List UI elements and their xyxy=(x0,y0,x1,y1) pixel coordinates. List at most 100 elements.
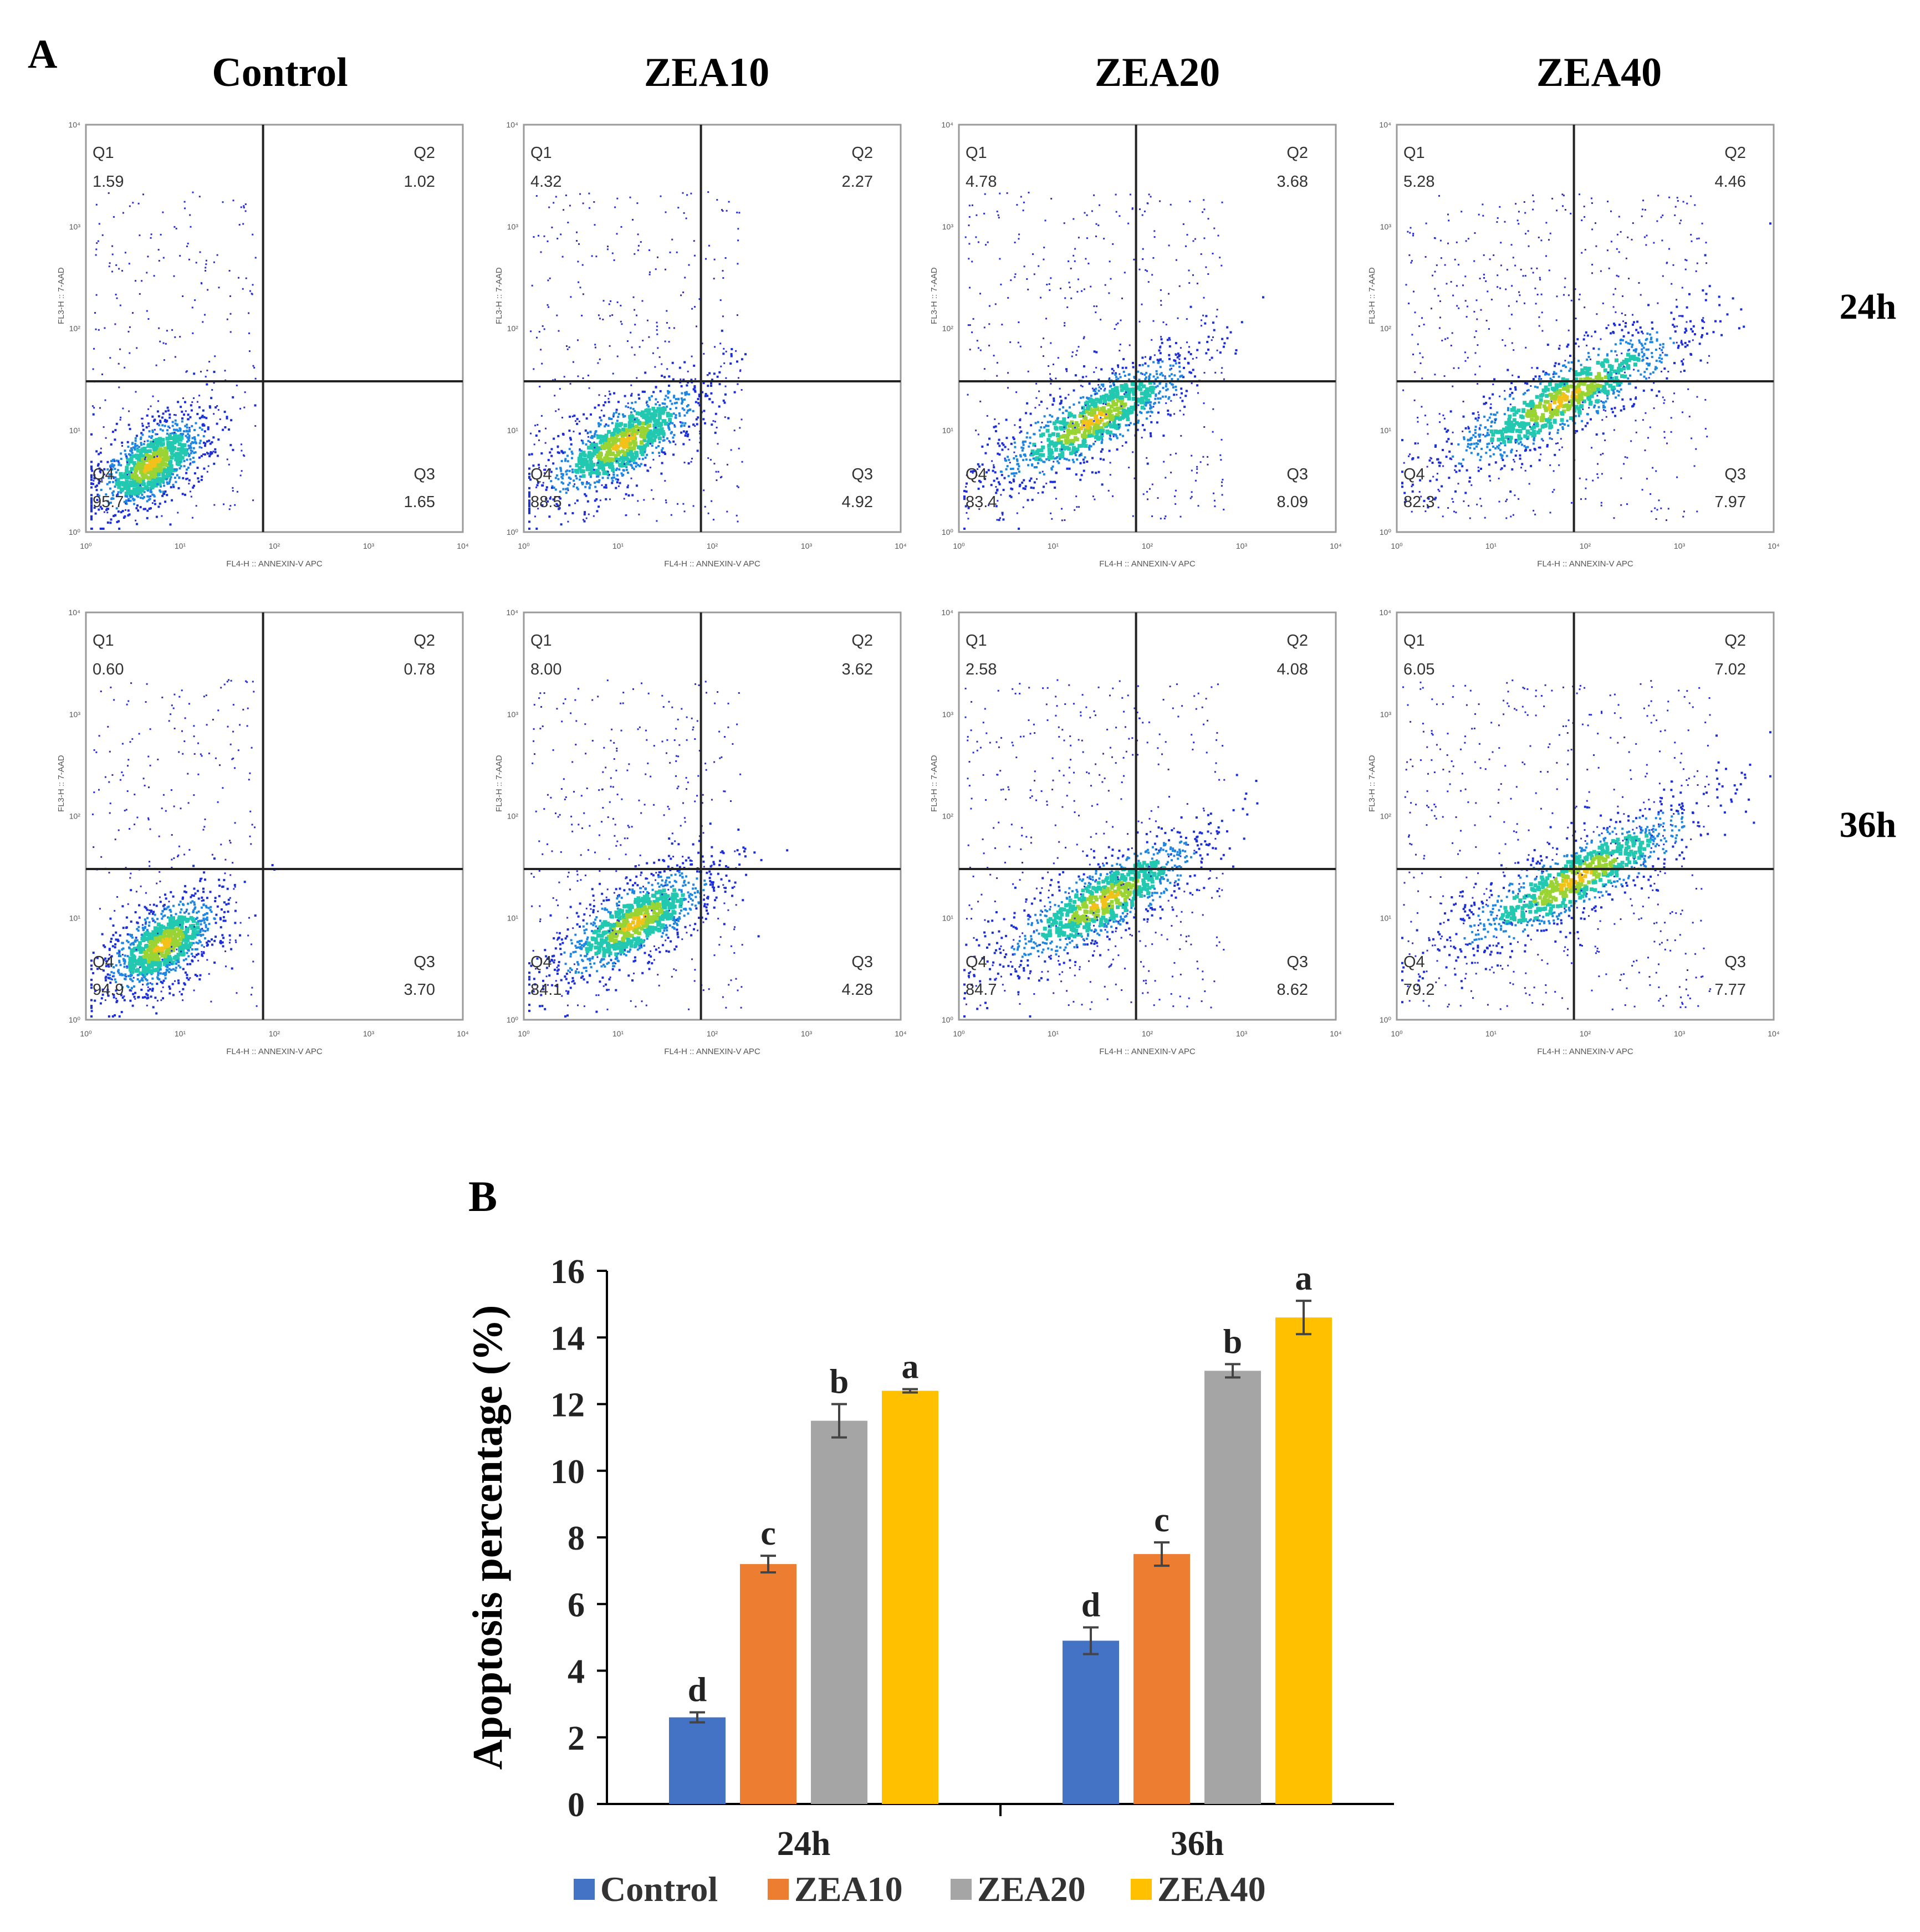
event-dot xyxy=(1059,402,1061,405)
event-dot xyxy=(635,465,637,468)
event-dot xyxy=(623,498,625,500)
event-dot xyxy=(1155,386,1157,389)
event-dot xyxy=(739,370,741,372)
event-dot xyxy=(1622,320,1625,323)
event-dot xyxy=(1065,421,1069,426)
event-dot xyxy=(1099,395,1104,400)
event-dot xyxy=(1001,448,1004,451)
event-dot xyxy=(214,448,217,451)
event-dot xyxy=(604,425,606,428)
event-dot xyxy=(653,435,658,439)
event-dot xyxy=(1462,458,1465,461)
event-dot xyxy=(1069,431,1074,435)
event-dot xyxy=(578,420,580,422)
event-dot xyxy=(543,328,545,330)
event-dot xyxy=(1140,391,1144,396)
event-dot xyxy=(110,502,112,504)
event-dot xyxy=(134,489,138,494)
event-dot xyxy=(1164,375,1166,377)
event-dot xyxy=(1684,328,1687,330)
event-dot xyxy=(584,511,586,514)
event-dot xyxy=(1128,378,1131,381)
event-dot xyxy=(1038,390,1040,392)
event-dot xyxy=(1112,382,1115,385)
event-dot xyxy=(976,340,978,342)
event-dot xyxy=(599,416,601,419)
event-dot xyxy=(1223,508,1225,510)
event-dot xyxy=(108,265,110,268)
event-dot xyxy=(1402,389,1405,391)
event-dot xyxy=(1499,430,1503,433)
event-dot xyxy=(202,441,205,444)
event-dot xyxy=(108,473,111,476)
event-dot xyxy=(1226,326,1229,329)
event-dot xyxy=(1640,343,1643,345)
event-dot xyxy=(1147,281,1150,283)
event-dot xyxy=(1442,449,1444,451)
event-dot xyxy=(1097,224,1100,227)
event-dot xyxy=(535,195,538,197)
event-dot xyxy=(1189,497,1192,499)
event-dot xyxy=(111,245,114,247)
event-dot xyxy=(1509,490,1512,493)
event-dot xyxy=(151,477,155,481)
event-dot xyxy=(161,429,164,432)
event-dot xyxy=(177,462,181,467)
event-dot xyxy=(121,441,124,444)
event-dot xyxy=(1081,424,1085,428)
event-dot xyxy=(201,428,203,431)
event-dot xyxy=(1150,406,1153,409)
event-dot xyxy=(1662,351,1664,354)
event-dot xyxy=(120,487,125,492)
event-dot xyxy=(151,415,154,418)
event-dot xyxy=(199,439,202,442)
event-dot xyxy=(1559,403,1563,408)
event-dot xyxy=(109,262,111,264)
event-dot xyxy=(1720,334,1723,336)
event-dot xyxy=(736,211,738,213)
event-dot xyxy=(1574,405,1579,409)
event-dot xyxy=(1092,443,1095,446)
event-dot xyxy=(1079,412,1083,416)
event-dot xyxy=(1173,413,1176,415)
event-dot xyxy=(153,275,155,277)
event-dot xyxy=(1519,454,1521,457)
event-dot xyxy=(1171,367,1172,370)
event-dot xyxy=(164,452,168,456)
event-dot xyxy=(1107,489,1110,492)
event-dot xyxy=(1633,403,1636,406)
event-dot xyxy=(1647,348,1650,351)
event-dot xyxy=(127,330,130,333)
event-dot xyxy=(616,197,619,200)
event-dot xyxy=(1165,389,1168,391)
event-dot xyxy=(1099,204,1101,206)
event-dot xyxy=(1553,420,1557,424)
event-dot xyxy=(528,495,530,498)
event-dot xyxy=(1648,364,1651,367)
event-dot xyxy=(645,421,649,426)
event-dot xyxy=(639,465,641,468)
event-dot xyxy=(583,519,584,521)
event-dot xyxy=(1050,467,1053,469)
event-dot xyxy=(1439,300,1441,302)
event-dot xyxy=(1127,429,1130,432)
event-dot xyxy=(1139,208,1141,210)
event-dot xyxy=(1661,349,1663,351)
event-dot xyxy=(1076,423,1080,427)
event-dot xyxy=(736,360,738,363)
event-dot xyxy=(199,251,201,253)
event-dot xyxy=(156,461,161,465)
event-dot xyxy=(1632,222,1634,224)
event-dot xyxy=(616,467,619,470)
event-dot xyxy=(1101,438,1104,441)
event-dot xyxy=(567,489,569,492)
event-dot xyxy=(1662,275,1664,277)
event-dot xyxy=(145,453,149,457)
event-dot xyxy=(1083,288,1085,290)
event-dot xyxy=(1583,206,1585,208)
event-dot xyxy=(655,386,657,389)
event-dot xyxy=(1151,339,1153,341)
event-dot xyxy=(668,417,672,422)
event-dot xyxy=(1635,329,1638,331)
event-dot xyxy=(244,203,247,205)
